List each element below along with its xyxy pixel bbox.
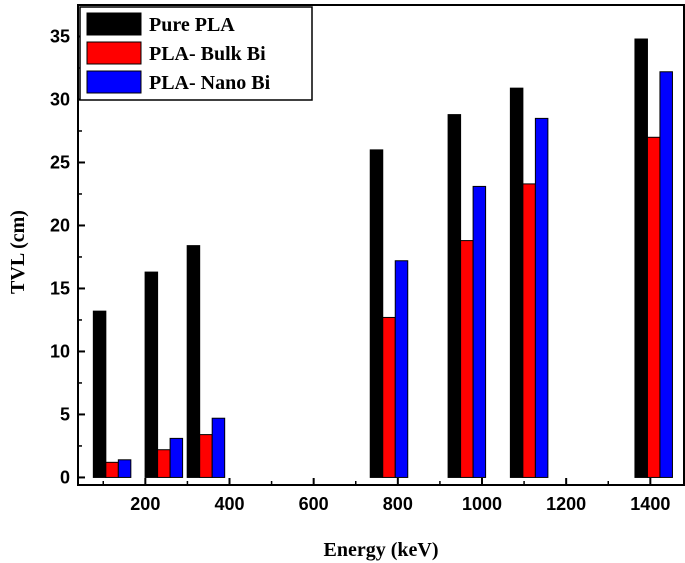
legend-label-pla-bulk-bi: PLA- Bulk Bi (149, 43, 266, 65)
x-tick-label: 800 (383, 494, 413, 514)
bar-pla-nano-bi (394, 260, 409, 478)
bar-pure-pla (509, 87, 524, 478)
bar-pla-nano-bi (472, 185, 487, 478)
bar-pla-nano-bi (534, 117, 549, 478)
bar-pure-pla (634, 38, 648, 478)
bar-pla-bulk-bi (382, 316, 396, 478)
bar-pure-pla (92, 310, 107, 478)
y-tick-label: 30 (50, 89, 70, 109)
legend-swatch-pure-pla (86, 12, 142, 36)
legend: Pure PLA PLA- Bulk Bi PLA- Nano Bi (79, 6, 313, 101)
plot-frame (77, 4, 685, 486)
bar-pure-pla (447, 114, 462, 478)
x-tick-label: 400 (214, 494, 244, 514)
x-tick-label: 1400 (630, 494, 670, 514)
bar-pure-pla (186, 245, 201, 478)
bar-pla-nano-bi (659, 71, 673, 478)
y-tick-label: 25 (50, 152, 70, 172)
x-axis-ticks: 200 400 600 800 1000 1200 1400 (102, 478, 670, 514)
bar-pla-nano-bi (117, 459, 132, 478)
legend-swatch-pla-bulk-bi (86, 41, 142, 65)
y-tick-label: 20 (50, 215, 70, 235)
y-tick-label: 10 (50, 341, 70, 361)
y-tick-label: 15 (50, 278, 70, 298)
legend-label-pla-nano-bi: PLA- Nano Bi (149, 72, 271, 94)
y-tick-label: 35 (50, 26, 70, 46)
y-tick-label: 0 (60, 467, 70, 487)
x-tick-label: 600 (299, 494, 329, 514)
bar-pla-bulk-bi (105, 461, 119, 478)
y-tick-label: 5 (60, 404, 70, 424)
bar-pure-pla (144, 271, 159, 478)
y-axis-title: TVL (cm) (7, 210, 29, 294)
bar-pla-bulk-bi (646, 136, 661, 478)
bar-pla-bulk-bi (460, 240, 474, 478)
x-tick-label: 200 (130, 494, 160, 514)
bar-pla-bulk-bi (199, 434, 213, 478)
legend-label-pure-pla: Pure PLA (149, 14, 235, 36)
bar-pla-bulk-bi (157, 449, 171, 478)
x-axis-title: Energy (keV) (324, 539, 439, 561)
x-tick-label: 1200 (546, 494, 586, 514)
bar-pure-pla (369, 149, 384, 478)
bars (92, 38, 673, 478)
bar-pla-bulk-bi (522, 183, 536, 478)
bar-pla-nano-bi (211, 417, 226, 478)
legend-swatch-pla-nano-bi (86, 70, 142, 94)
bar-pla-nano-bi (169, 437, 184, 478)
x-tick-label: 1000 (462, 494, 502, 514)
